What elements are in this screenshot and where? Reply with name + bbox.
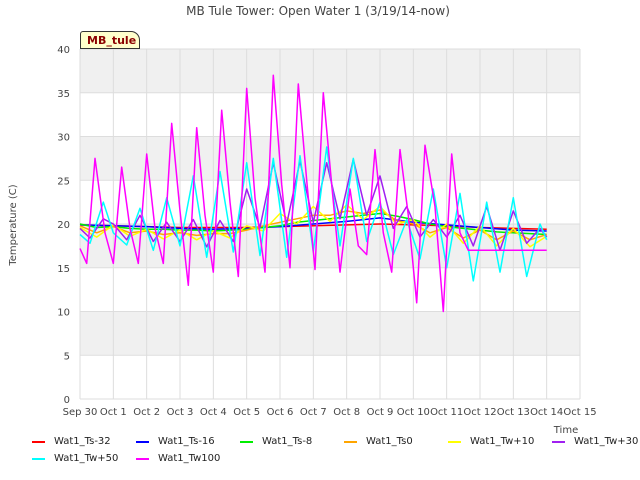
legend-swatch [448, 441, 461, 443]
series-line-wat1-tw-30 [79, 158, 548, 252]
y-tick-label: 0 [64, 395, 70, 406]
y-axis-label: Temperature (C) [8, 184, 19, 266]
x-tick-label: Oct 1 [100, 407, 127, 418]
x-tick-label: Oct 3 [167, 407, 194, 418]
legend-swatch [32, 458, 45, 460]
x-axis-label: Time [553, 425, 578, 436]
chart-title: MB Tule Tower: Open Water 1 (3/19/14-now… [186, 4, 450, 18]
y-tick-label: 30 [57, 133, 70, 144]
legend-label: Wat1_Ts-8 [262, 436, 313, 447]
y-axis: 0 5 10 15 20 25 30 35 40 [57, 45, 70, 406]
x-tick-label: Oct 4 [200, 407, 227, 418]
x-tick-label: Oct 14 [530, 407, 563, 418]
legend-swatch [136, 441, 149, 443]
legend-label: Wat1_Ts-16 [158, 436, 215, 447]
x-tick-label: Sep 30 [63, 407, 98, 418]
y-tick-label: 25 [57, 176, 70, 187]
legend-label: Wat1_Tw+30 [574, 436, 639, 447]
legend-swatch [552, 441, 565, 443]
y-tick-label: 35 [57, 89, 70, 100]
y-tick-label: 10 [57, 308, 70, 319]
x-tick-label: Oct 9 [367, 407, 394, 418]
plot-band [80, 49, 580, 93]
station-tag: MB_tule [80, 31, 140, 49]
x-tick-label: Oct 6 [267, 407, 294, 418]
legend-label: Wat1_Ts0 [366, 436, 413, 447]
legend-label: Wat1_Tw+10 [470, 436, 535, 447]
legend: Wat1_Ts-32 Wat1_Ts-16 Wat1_Ts-8 Wat1_Ts0 Wat… [32, 434, 638, 474]
legend-swatch [240, 441, 253, 443]
legend-label: Wat1_Tw+50 [54, 453, 119, 464]
legend-swatch [344, 441, 357, 443]
x-tick-label: Oct 10 [397, 407, 430, 418]
x-tick-label: Oct 2 [133, 407, 160, 418]
legend-swatch [32, 441, 45, 443]
series-line-wat1-ts-16 [79, 217, 547, 232]
x-tick-label: Oct 15 [563, 407, 596, 418]
legend-swatch [136, 458, 149, 460]
y-tick-label: 40 [57, 45, 70, 56]
plot-band [80, 311, 580, 356]
legend-label: Wat1_Tw100 [158, 453, 221, 464]
legend-label: Wat1_Ts-32 [54, 436, 111, 447]
x-tick-label: Oct 7 [300, 407, 327, 418]
x-tick-label: Oct 11 [430, 407, 463, 418]
y-tick-label: 15 [57, 264, 70, 275]
x-tick-label: Oct 8 [333, 407, 360, 418]
station-tag-label: MB_tule [87, 34, 137, 47]
y-tick-label: 20 [57, 220, 70, 231]
x-tick-label: Oct 5 [233, 407, 260, 418]
series-lines [79, 74, 548, 313]
y-tick-label: 5 [64, 351, 70, 362]
x-axis: Sep 30 Oct 1 Oct 2 Oct 3 Oct 4 Oct 5 Oct 6 Oct … [63, 407, 597, 418]
series-line-wat1-tw100 [79, 74, 547, 313]
x-tick-label: Oct 13 [497, 407, 530, 418]
x-tick-label: Oct 12 [463, 407, 496, 418]
